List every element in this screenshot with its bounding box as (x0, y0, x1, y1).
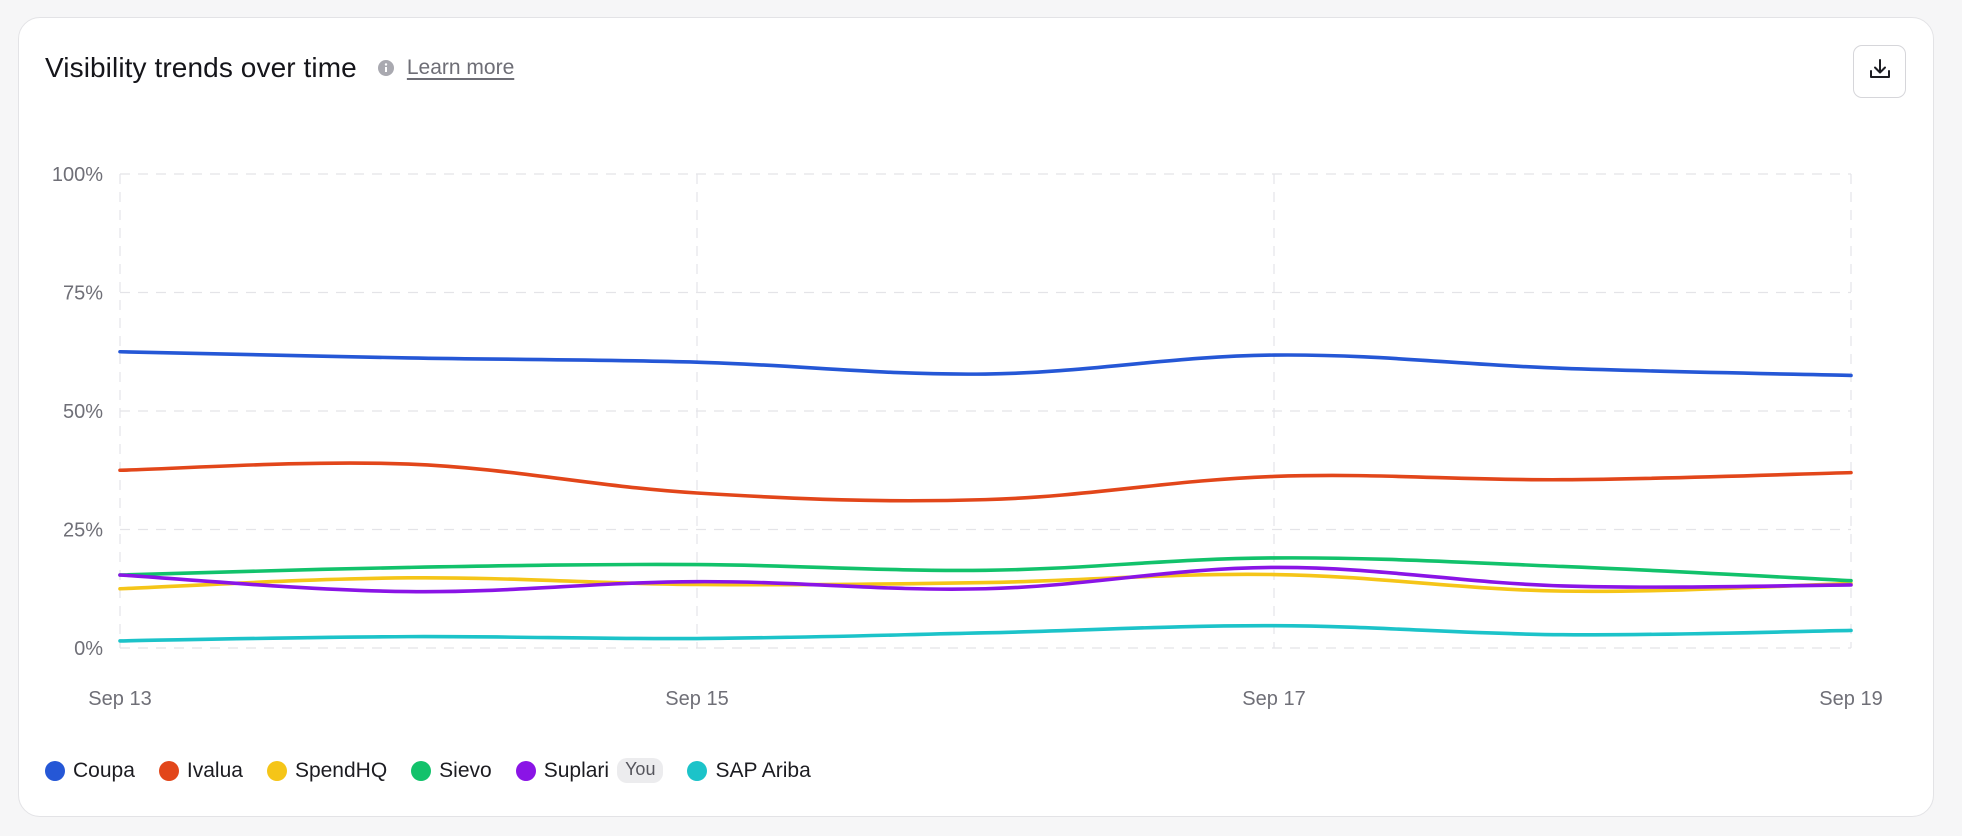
download-button[interactable] (1853, 45, 1906, 98)
x-tick-label: Sep 17 (1242, 688, 1305, 710)
legend-swatch (158, 760, 179, 781)
legend-label: Sievo (439, 758, 492, 782)
y-tick-label: 50% (63, 401, 103, 423)
legend-item-spendhq[interactable]: SpendHQ (266, 758, 388, 783)
legend-item-coupa[interactable]: Coupa (45, 759, 135, 783)
x-tick-label: Sep 19 (1819, 688, 1882, 710)
legend-item-sap-ariba[interactable]: SAP Ariba (687, 758, 811, 783)
x-tick-label: Sep 15 (665, 688, 728, 710)
legend-swatch (45, 760, 65, 781)
line-chart: 100% 75% 50% 25% 0% Sep 13 Sep 15 Sep 17 Sep 19 (52, 164, 1883, 710)
legend-label: Suplari (543, 758, 610, 782)
series-line-suplari (118, 565, 1853, 594)
legend-item-ivalua[interactable]: Ivalua (158, 758, 243, 783)
chart-title: Visibility trends over time (45, 52, 357, 83)
you-badge: You (617, 758, 664, 783)
legend-swatch (266, 760, 287, 781)
series-line-sievo (118, 556, 1853, 583)
legend-label: SpendHQ (294, 758, 388, 782)
info-icon[interactable] (377, 59, 395, 77)
legend-label: Coupa (73, 758, 135, 782)
legend-swatch (411, 760, 432, 781)
download-icon (1867, 56, 1893, 87)
y-tick-label: 25% (63, 520, 103, 542)
legend-item-sievo[interactable]: Sievo (411, 759, 492, 783)
legend-label: SAP Ariba (715, 758, 811, 782)
y-tick-label: 100% (52, 164, 103, 186)
x-tick-label: Sep 13 (88, 688, 151, 710)
y-tick-label: 0% (74, 638, 103, 660)
learn-more-link[interactable]: Learn more (406, 56, 515, 79)
chart-legend: Coupa Ivalua SpendHQ Sievo Suplari You SAP Ari… (45, 758, 835, 783)
card-header: Visibility trends over time Learn more (45, 52, 514, 84)
series-line-coupa (118, 349, 1853, 378)
legend-swatch (687, 760, 708, 781)
legend-item-suplari[interactable]: Suplari You (515, 758, 664, 783)
series-line-spendhq (118, 572, 1853, 594)
series-line-sap-ariba (118, 623, 1853, 643)
series-line-ivalua (118, 461, 1853, 503)
y-tick-label: 75% (63, 283, 103, 305)
visibility-trends-card: Visibility trends over time Learn more 1… (18, 17, 1934, 817)
legend-label: Ivalua (186, 758, 243, 782)
legend-swatch (515, 760, 536, 781)
